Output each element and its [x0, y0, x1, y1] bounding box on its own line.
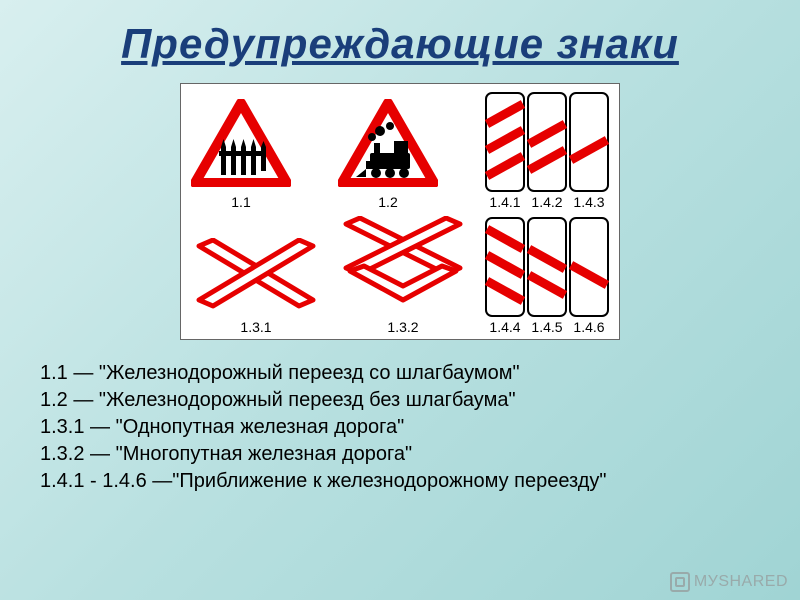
sign-1-3-2: 1.3.2 — [338, 216, 468, 335]
legend-line: 1.3.1 — "Однопутная железная дорога" — [40, 414, 760, 441]
sign-code: 1.2 — [338, 194, 438, 210]
approach-board-icon — [569, 92, 609, 192]
approach-board-icon — [569, 217, 609, 317]
approach-board-icon — [485, 217, 525, 317]
multi-track-cross-icon — [338, 216, 468, 312]
sign-code: 1.4.6 — [569, 319, 609, 335]
sign-group-1-4-bottom: 1.4.4 1.4.5 1.4.6 — [485, 217, 609, 335]
sign-code: 1.3.1 — [191, 319, 321, 335]
signs-row-2: 1.3.1 1.3.2 — [191, 216, 609, 335]
sign-code: 1.4.4 — [485, 319, 525, 335]
single-track-cross-icon — [191, 238, 321, 312]
sign-code: 1.1 — [191, 194, 291, 210]
legend: 1.1 — "Железнодорожный переезд со шлагба… — [40, 360, 760, 495]
rail-no-barrier-sign-icon — [338, 99, 438, 187]
signs-row-1: 1.1 — [191, 92, 609, 210]
legend-line: 1.4.1 - 1.4.6 —"Приближение к железнодор… — [40, 468, 760, 495]
sign-code: 1.3.2 — [338, 319, 468, 335]
sign-1-2: 1.2 — [338, 99, 438, 210]
approach-board-icon — [527, 217, 567, 317]
sign-code: 1.4.2 — [527, 194, 567, 210]
legend-line: 1.3.2 — "Многопутная железная дорога" — [40, 441, 760, 468]
rail-barrier-sign-icon — [191, 99, 291, 187]
sign-code: 1.4.1 — [485, 194, 525, 210]
legend-line: 1.1 — "Железнодорожный переезд со шлагба… — [40, 360, 760, 387]
page-title: Предупреждающие знаки — [40, 20, 760, 68]
sign-1-1: 1.1 — [191, 99, 291, 210]
watermark-text: МУSHARED — [694, 573, 788, 591]
sign-code: 1.4.3 — [569, 194, 609, 210]
sign-code: 1.4.5 — [527, 319, 567, 335]
legend-line: 1.2 — "Железнодорожный переезд без шлагб… — [40, 387, 760, 414]
logo-icon — [670, 572, 690, 592]
approach-board-icon — [485, 92, 525, 192]
approach-board-icon — [527, 92, 567, 192]
sign-group-1-4-top: 1.4.1 1.4.2 1.4.3 — [485, 92, 609, 210]
slide: Предупреждающие знаки — [0, 0, 800, 600]
watermark: МУSHARED — [670, 572, 788, 592]
signs-panel: 1.1 — [180, 83, 620, 340]
sign-1-3-1: 1.3.1 — [191, 238, 321, 335]
